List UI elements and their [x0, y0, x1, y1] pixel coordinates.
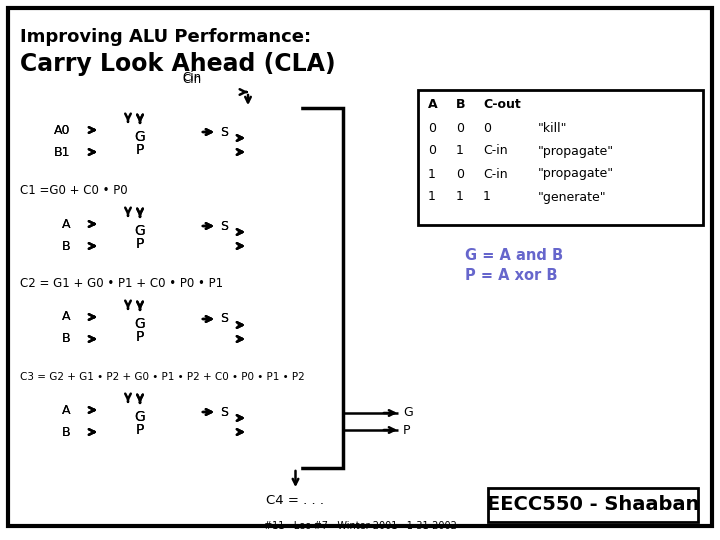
- Text: P: P: [136, 143, 144, 157]
- Bar: [100, 122, 180, 164]
- Text: G: G: [135, 224, 145, 238]
- Text: G: G: [403, 407, 413, 420]
- Text: S: S: [220, 406, 228, 419]
- Text: B1: B1: [53, 145, 70, 159]
- Text: P = A xor B: P = A xor B: [465, 267, 557, 282]
- Bar: [138, 89, 253, 95]
- Text: P: P: [136, 423, 144, 437]
- Text: A0: A0: [53, 124, 70, 137]
- Bar: [100, 309, 180, 351]
- Text: 0: 0: [456, 122, 464, 134]
- Text: A: A: [61, 403, 70, 416]
- Text: C-out: C-out: [483, 98, 521, 111]
- Text: G: G: [135, 317, 145, 331]
- Text: C1 =G0 + C0 • P0: C1 =G0 + C0 • P0: [20, 184, 127, 197]
- Text: S: S: [220, 313, 228, 326]
- Text: "generate": "generate": [538, 191, 607, 204]
- Text: #11   Lec #7   Winter 2001   1-31-2002: #11 Lec #7 Winter 2001 1-31-2002: [264, 521, 456, 531]
- Text: B: B: [61, 333, 70, 346]
- Text: 1: 1: [456, 145, 464, 158]
- Text: B: B: [456, 98, 466, 111]
- Text: C-in: C-in: [483, 167, 508, 180]
- Text: S: S: [220, 125, 228, 138]
- Text: "propagate": "propagate": [538, 167, 614, 180]
- Text: Cin: Cin: [182, 73, 202, 86]
- Text: 1: 1: [483, 191, 491, 204]
- Text: P: P: [136, 237, 144, 251]
- Bar: [488, 488, 698, 522]
- Text: C4 = . . .: C4 = . . .: [266, 494, 323, 507]
- Text: 0: 0: [456, 167, 464, 180]
- Bar: [100, 309, 180, 351]
- Text: 1: 1: [428, 191, 436, 204]
- Bar: [100, 122, 180, 164]
- Text: A: A: [61, 403, 70, 416]
- Text: G: G: [135, 317, 145, 331]
- Text: P: P: [403, 423, 410, 436]
- Text: C2 = G1 + G0 • P1 + C0 • P0 • P1: C2 = G1 + G0 • P1 + C0 • P0 • P1: [20, 277, 223, 290]
- Text: S: S: [220, 125, 228, 138]
- Text: B: B: [61, 426, 70, 438]
- Text: 1: 1: [456, 191, 464, 204]
- Text: Carry Look Ahead (CLA): Carry Look Ahead (CLA): [20, 52, 336, 76]
- Text: A: A: [428, 98, 438, 111]
- Text: C3 = G2 + G1 • P2 + G0 • P1 • P2 + C0 • P0 • P1 • P2: C3 = G2 + G1 • P2 + G0 • P1 • P2 + C0 • …: [20, 372, 305, 381]
- Text: A: A: [61, 218, 70, 231]
- Text: S: S: [220, 406, 228, 419]
- Text: G: G: [135, 410, 145, 424]
- Text: P: P: [136, 330, 144, 344]
- Text: EECC550 - Shaaban: EECC550 - Shaaban: [487, 496, 699, 515]
- Text: P: P: [136, 423, 144, 437]
- Text: A0: A0: [53, 124, 70, 137]
- Text: 0: 0: [483, 122, 491, 134]
- Text: S: S: [220, 219, 228, 233]
- Text: G: G: [135, 130, 145, 144]
- Text: "propagate": "propagate": [538, 145, 614, 158]
- Text: G: G: [135, 130, 145, 144]
- Text: G = A and B: G = A and B: [465, 247, 563, 262]
- Text: P: P: [136, 237, 144, 251]
- Text: B: B: [61, 426, 70, 438]
- Text: S: S: [220, 313, 228, 326]
- Text: B1: B1: [53, 145, 70, 159]
- Text: G: G: [135, 224, 145, 238]
- Bar: [100, 402, 180, 444]
- Text: "kill": "kill": [538, 122, 567, 134]
- Bar: [100, 402, 180, 444]
- Text: B: B: [61, 240, 70, 253]
- Text: Cin: Cin: [182, 71, 202, 84]
- Bar: [100, 216, 180, 258]
- Text: B: B: [61, 240, 70, 253]
- Text: P: P: [136, 330, 144, 344]
- Text: A: A: [61, 310, 70, 323]
- Bar: [50, 87, 300, 487]
- Text: 0: 0: [428, 122, 436, 134]
- Text: 1: 1: [428, 167, 436, 180]
- Bar: [248, 108, 343, 468]
- Text: A: A: [61, 218, 70, 231]
- Text: C-in: C-in: [483, 145, 508, 158]
- Text: S: S: [220, 219, 228, 233]
- Text: P: P: [136, 143, 144, 157]
- Bar: [418, 90, 703, 225]
- Text: G: G: [135, 410, 145, 424]
- Text: A: A: [61, 310, 70, 323]
- Text: B: B: [61, 333, 70, 346]
- Bar: [100, 216, 180, 258]
- Text: 0: 0: [428, 145, 436, 158]
- Text: Improving ALU Performance:: Improving ALU Performance:: [20, 28, 311, 46]
